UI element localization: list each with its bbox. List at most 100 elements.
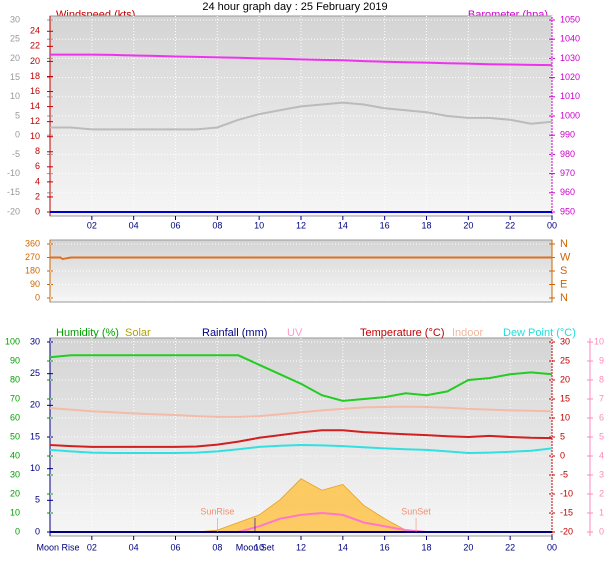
y3-tick-label: 1: [599, 507, 604, 517]
y3-tick-label: 0: [599, 526, 604, 536]
x-tick-label: 14: [338, 542, 348, 552]
x-tick-label: 20: [463, 220, 473, 230]
y2-tick-label: 15: [560, 393, 570, 403]
y2-tick-label: 1030: [560, 53, 580, 63]
y0-tick-label: 10: [10, 507, 20, 517]
line: [49, 405, 553, 418]
y-tick-label: 5: [35, 495, 40, 505]
y2-tick-label: -10: [560, 488, 573, 498]
y2-tick-label: 5: [560, 431, 565, 441]
y3-tick-label: 8: [599, 374, 604, 384]
annotation: Moon Rise: [36, 542, 79, 552]
y-tick-label: 24: [30, 26, 40, 36]
y0-tick-label: 50: [10, 431, 20, 441]
y0-tick-label: 20: [10, 53, 20, 63]
y3-tick-label: 2: [599, 488, 604, 498]
y-tick-label: 8: [35, 146, 40, 156]
y3-tick-label: 10: [594, 336, 604, 346]
y3-tick-label: 6: [599, 412, 604, 422]
x-tick-label: 12: [296, 542, 306, 552]
y2-tick-label: 1000: [560, 110, 580, 120]
annotation: Moon Set: [236, 542, 275, 552]
x-tick-label: 18: [421, 542, 431, 552]
chart-title: 24 hour graph day : 25 February 2019: [202, 1, 387, 13]
x-tick-label: 08: [212, 220, 222, 230]
y0-tick-label: 15: [10, 72, 20, 82]
y-tick-label: 2: [35, 191, 40, 201]
y2-tick-label: 20: [560, 374, 570, 384]
y-tick-label: 25: [30, 368, 40, 378]
x-tick-label: 12: [296, 220, 306, 230]
y0-tick-label: 5: [15, 110, 20, 120]
y0-tick-label: 70: [10, 393, 20, 403]
y2-tick-label: 950: [560, 206, 575, 216]
y3-tick-label: 5: [599, 431, 604, 441]
y-tick-label: 180: [25, 265, 40, 275]
x-tick-label: 06: [170, 542, 180, 552]
line: [49, 443, 553, 455]
legend-label: Temperature (°C): [360, 327, 444, 339]
x-tick-label: 00: [547, 542, 557, 552]
line: [50, 101, 553, 131]
x-tick-label: 20: [463, 542, 473, 552]
line: [49, 429, 553, 448]
legend-label: Solar: [125, 327, 151, 339]
y2-tick-label: -20: [560, 526, 573, 536]
y-tick-label: 22: [30, 41, 40, 51]
x-tick-label: 02: [87, 220, 97, 230]
x-tick-label: 06: [170, 220, 180, 230]
legend-label: Indoor: [452, 327, 484, 339]
y0-tick-label: -20: [7, 206, 20, 216]
y2-tick-label: 1050: [560, 14, 580, 24]
y-tick-label: 12: [30, 116, 40, 126]
x-tick-label: 10: [254, 220, 264, 230]
y-tick-label: 20: [30, 56, 40, 66]
line: [49, 354, 553, 402]
y2-tick-label: -5: [560, 469, 568, 479]
y-tick-label: 6: [35, 161, 40, 171]
y-tick-label: 270: [25, 252, 40, 262]
y2-tick-label: 1010: [560, 91, 580, 101]
x-tick-label: 14: [338, 220, 348, 230]
y2-tick-label: E: [560, 278, 567, 290]
x-tick-label: 22: [505, 542, 515, 552]
y0-tick-label: -15: [7, 187, 20, 197]
x-tick-label: 22: [505, 220, 515, 230]
annotation: SunSet: [401, 506, 431, 516]
y2-tick-label: 1020: [560, 72, 580, 82]
y2-tick-label: S: [560, 265, 567, 277]
y-tick-label: 14: [30, 101, 40, 111]
y0-tick-label: 60: [10, 412, 20, 422]
y-tick-label: 18: [30, 71, 40, 81]
y0-tick-label: -5: [12, 149, 20, 159]
y3-tick-label: 4: [599, 450, 604, 460]
y-tick-label: 10: [30, 463, 40, 473]
y0-tick-label: 30: [10, 469, 20, 479]
y2-tick-label: -15: [560, 507, 573, 517]
x-tick-label: 18: [421, 220, 431, 230]
y2-tick-label: 970: [560, 168, 575, 178]
y-tick-label: 16: [30, 86, 40, 96]
y0-tick-label: 40: [10, 450, 20, 460]
y0-tick-label: 100: [5, 336, 20, 346]
legend-label: Dew Point (°C): [503, 327, 576, 339]
y2-tick-label: 25: [560, 355, 570, 365]
y2-tick-label: 10: [560, 412, 570, 422]
y3-tick-label: 7: [599, 393, 604, 403]
y0-tick-label: 80: [10, 374, 20, 384]
x-tick-label: 08: [212, 542, 222, 552]
line: [50, 53, 553, 67]
x-tick-label: 16: [380, 220, 390, 230]
annotation: SunRise: [200, 506, 234, 516]
y-tick-label: 90: [30, 279, 40, 289]
line: [50, 256, 552, 261]
x-tick-label: 16: [380, 542, 390, 552]
y2-tick-label: 980: [560, 149, 575, 159]
y0-tick-label: 30: [10, 14, 20, 24]
y3-tick-label: 9: [599, 355, 604, 365]
x-tick-label: 02: [87, 542, 97, 552]
y0-tick-label: 10: [10, 91, 20, 101]
y-tick-label: 0: [35, 526, 40, 536]
y2-tick-label: W: [560, 251, 571, 263]
